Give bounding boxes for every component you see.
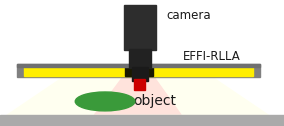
Text: camera: camera bbox=[166, 9, 211, 22]
Bar bbox=[124, 5, 156, 50]
Text: EFFI-RLLA: EFFI-RLLA bbox=[183, 50, 241, 63]
Bar bbox=[24, 67, 253, 76]
Bar bbox=[129, 49, 151, 68]
Polygon shape bbox=[6, 77, 270, 115]
Bar bbox=[0, 115, 284, 126]
Bar bbox=[132, 67, 148, 81]
Text: object: object bbox=[133, 94, 176, 108]
Polygon shape bbox=[94, 77, 182, 115]
Bar bbox=[134, 79, 145, 90]
Ellipse shape bbox=[75, 92, 135, 111]
Bar bbox=[17, 64, 260, 77]
Bar bbox=[125, 67, 153, 76]
Bar bbox=[17, 64, 260, 67]
